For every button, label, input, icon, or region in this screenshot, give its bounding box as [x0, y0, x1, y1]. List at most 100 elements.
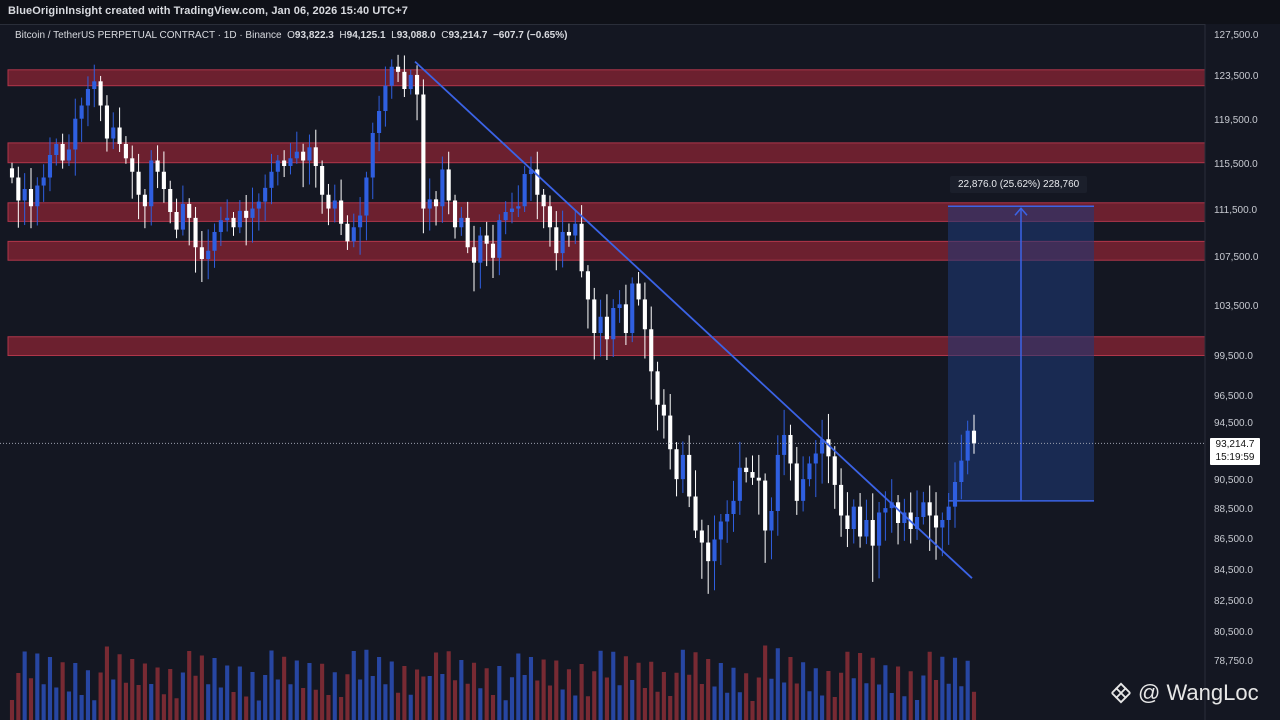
- high-label: H: [339, 30, 347, 41]
- candle-body: [155, 160, 160, 172]
- candle-body: [649, 329, 654, 372]
- volume-bar: [788, 657, 793, 720]
- candle-body: [914, 517, 920, 529]
- price-chart[interactable]: [0, 24, 1280, 720]
- volume-bar: [769, 678, 774, 720]
- candle-body: [433, 199, 439, 207]
- volume-bar: [845, 651, 850, 720]
- volume-bar: [168, 669, 173, 720]
- volume-bar: [883, 665, 888, 720]
- candle-body: [490, 243, 496, 258]
- volume-bar: [452, 680, 458, 720]
- volume-bar: [149, 684, 154, 720]
- volume-bar: [750, 701, 755, 720]
- volume-bar: [604, 677, 609, 720]
- volume-bar: [630, 680, 635, 720]
- volume-bar: [250, 672, 255, 720]
- price-tick-label: 78,750.0: [1214, 656, 1253, 667]
- volume-bar: [459, 660, 464, 720]
- volume-bar: [807, 691, 812, 720]
- volume-bar: [47, 657, 53, 720]
- candle-body: [592, 299, 597, 333]
- candle-body: [573, 223, 578, 236]
- change-value: −607.7 (−0.65%): [492, 30, 568, 41]
- volume-bar: [554, 660, 559, 720]
- resistance-zone: [7, 142, 1206, 164]
- volume-bar: [256, 700, 261, 720]
- volume-bar: [28, 678, 34, 720]
- candle-body: [959, 460, 964, 482]
- volume-bar: [136, 685, 141, 720]
- price-tick-label: 123,500.0: [1214, 71, 1259, 82]
- candle-body: [687, 454, 692, 497]
- resistance-zones: [7, 69, 1206, 356]
- volume-bar: [661, 672, 666, 720]
- candle-body: [440, 169, 445, 207]
- volume-bar: [598, 650, 603, 720]
- volume-bar: [35, 653, 40, 720]
- candle-body: [952, 482, 958, 507]
- volume-bar: [98, 672, 103, 720]
- price-axis[interactable]: [1204, 24, 1280, 720]
- volume-bar: [16, 673, 21, 720]
- volume-bar: [541, 659, 546, 720]
- volume-bar: [351, 651, 356, 720]
- symbol-name[interactable]: Bitcoin / TetherUS PERPETUAL CONTRACT · …: [15, 30, 282, 41]
- candle-body: [484, 235, 489, 244]
- volume-bar: [623, 656, 628, 720]
- volume-bar: [288, 684, 293, 720]
- price-tick-label: 84,500.0: [1214, 565, 1253, 576]
- candle-body: [636, 283, 641, 300]
- projection-box[interactable]: [948, 205, 1094, 502]
- price-tick-label: 82,500.0: [1214, 596, 1253, 607]
- candle-body: [459, 217, 464, 228]
- candle-body: [237, 210, 242, 228]
- volume-bar: [307, 663, 312, 720]
- volume-bar: [275, 679, 280, 720]
- volume-bar: [801, 662, 806, 720]
- volume-bar: [199, 655, 204, 720]
- volume-bar: [490, 695, 496, 720]
- volume-bar: [313, 689, 318, 720]
- candle-body: [478, 235, 483, 263]
- trendline[interactable]: [414, 60, 973, 579]
- candle-body: [744, 467, 749, 473]
- volume-bar: [332, 672, 337, 720]
- volume-bar: [674, 672, 679, 720]
- price-tick-label: 88,500.0: [1214, 504, 1253, 515]
- candle-body: [9, 168, 15, 178]
- candle-body: [383, 85, 388, 111]
- candle-body: [332, 200, 337, 209]
- volume-bar: [952, 657, 958, 720]
- candle-body: [642, 299, 647, 330]
- candle-body: [554, 227, 559, 254]
- resistance-zone: [7, 69, 1206, 87]
- high-value: 94,125.1: [346, 30, 386, 41]
- volume-bar: [54, 687, 59, 720]
- volume-bar: [73, 663, 78, 720]
- candle-body: [718, 521, 723, 540]
- volume-bar: [528, 657, 534, 720]
- candle-body: [630, 283, 635, 333]
- low-label: L: [391, 30, 397, 41]
- candle-body: [535, 169, 540, 195]
- candle-body: [547, 206, 553, 228]
- candle-body: [839, 484, 844, 516]
- volume-bar: [592, 671, 597, 720]
- volume-bar: [775, 648, 780, 720]
- candle-body: [877, 512, 882, 546]
- volume-bar: [895, 666, 901, 720]
- candle-body: [763, 480, 768, 531]
- volume-bar: [902, 696, 907, 720]
- volume-bar: [497, 666, 502, 720]
- volume-bar: [839, 672, 844, 720]
- candle-body: [921, 502, 926, 517]
- candle-body: [801, 479, 806, 501]
- volume-bar: [921, 675, 926, 720]
- price-tick-label: 80,500.0: [1214, 627, 1253, 638]
- volume-bar: [820, 695, 825, 720]
- symbol-legend: Bitcoin / TetherUS PERPETUAL CONTRACT · …: [15, 30, 567, 41]
- candle-body: [130, 158, 135, 172]
- candle-body: [452, 200, 458, 228]
- candle-body: [832, 456, 837, 485]
